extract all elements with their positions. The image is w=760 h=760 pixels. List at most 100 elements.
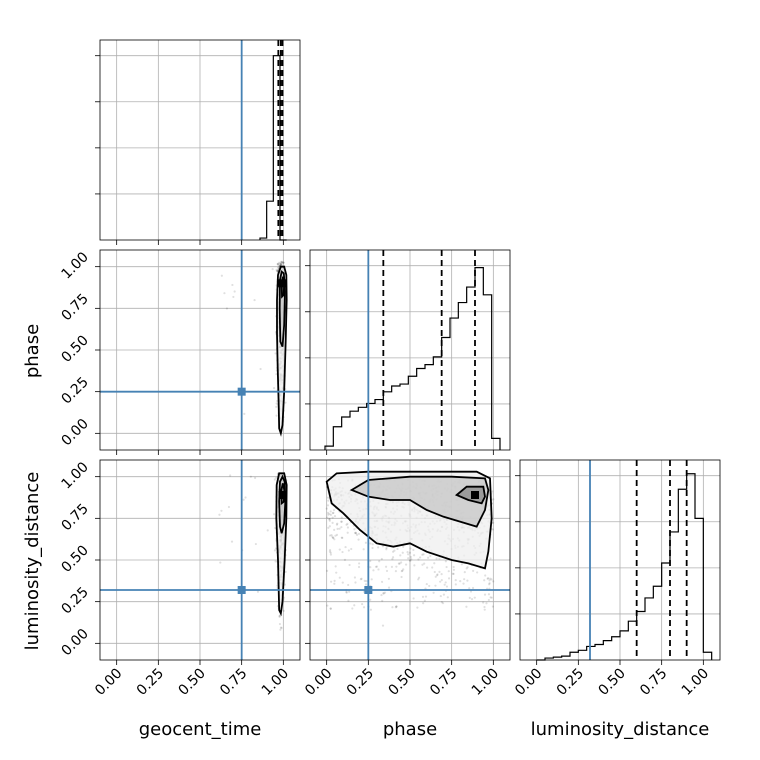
ytick-label-phase-4: 1.00 bbox=[58, 249, 91, 282]
sample-point bbox=[395, 605, 398, 608]
sample-point bbox=[275, 476, 278, 479]
hist-panel-luminosity_distance bbox=[515, 459, 721, 665]
sample-point bbox=[359, 578, 362, 581]
sample-point bbox=[400, 570, 403, 573]
sample-point bbox=[447, 570, 450, 573]
pair-inner-1 bbox=[100, 460, 300, 660]
sample-point bbox=[348, 590, 351, 593]
sample-point bbox=[227, 505, 231, 509]
peak-marker-2 bbox=[471, 491, 479, 499]
sample-point bbox=[275, 405, 278, 408]
sample-point bbox=[375, 565, 379, 568]
sample-point bbox=[230, 540, 234, 543]
sample-point bbox=[333, 538, 336, 541]
sample-point bbox=[470, 598, 474, 601]
sample-point bbox=[442, 593, 446, 596]
sample-point bbox=[275, 402, 278, 405]
sample-point bbox=[341, 536, 344, 539]
sample-point bbox=[439, 580, 442, 583]
sample-point bbox=[332, 536, 335, 539]
sample-point bbox=[466, 566, 469, 569]
sample-point bbox=[476, 571, 479, 574]
sample-point bbox=[447, 577, 451, 580]
sample-point bbox=[440, 578, 443, 582]
xtick-label-geocent_time-2: 0.50 bbox=[175, 666, 208, 699]
sample-point bbox=[454, 583, 457, 586]
sample-point bbox=[391, 550, 395, 553]
sample-point bbox=[338, 527, 341, 530]
sample-point bbox=[362, 606, 366, 609]
sample-point bbox=[327, 499, 330, 502]
xtick-label-luminosity_distance-4: 1.00 bbox=[679, 666, 712, 699]
sample-point bbox=[382, 592, 385, 595]
sample-point bbox=[328, 525, 331, 528]
sample-point bbox=[416, 606, 419, 609]
sample-point bbox=[446, 596, 449, 599]
sample-point bbox=[330, 580, 333, 583]
pair-inner-2 bbox=[310, 460, 510, 660]
sample-point bbox=[487, 598, 490, 602]
sample-point bbox=[364, 583, 368, 586]
xtick-label-geocent_time-4: 1.00 bbox=[259, 666, 292, 699]
sample-point bbox=[249, 475, 252, 478]
sample-point bbox=[462, 582, 465, 585]
sample-point bbox=[341, 581, 344, 584]
sample-point bbox=[486, 577, 489, 580]
sample-point bbox=[282, 261, 285, 264]
sample-point bbox=[432, 591, 435, 594]
sample-point bbox=[394, 606, 397, 609]
sample-point bbox=[328, 534, 332, 537]
sample-point bbox=[279, 628, 282, 631]
sample-point bbox=[421, 563, 424, 566]
sample-point bbox=[451, 572, 455, 575]
sample-point bbox=[325, 507, 328, 510]
sample-point bbox=[343, 558, 347, 561]
sample-point bbox=[218, 513, 221, 516]
xtick-label-luminosity_distance-3: 0.75 bbox=[637, 666, 670, 699]
sample-point bbox=[347, 599, 350, 602]
sample-point bbox=[278, 615, 281, 619]
sample-point bbox=[340, 520, 343, 523]
sample-point bbox=[340, 520, 343, 523]
sample-point bbox=[380, 557, 383, 561]
sample-point bbox=[381, 624, 385, 627]
sample-point bbox=[335, 571, 338, 574]
sample-point bbox=[463, 571, 466, 574]
sample-point bbox=[491, 605, 494, 608]
sample-point bbox=[380, 593, 383, 597]
hist-panel-geocent_time bbox=[95, 39, 301, 245]
sample-point bbox=[369, 559, 372, 563]
sample-point bbox=[332, 508, 336, 512]
sample-point bbox=[491, 490, 494, 493]
ylabel-phase: phase bbox=[22, 324, 43, 378]
sample-point bbox=[360, 577, 363, 580]
sample-point bbox=[393, 549, 396, 552]
sample-point bbox=[231, 283, 234, 287]
sample-point bbox=[225, 307, 229, 310]
sample-point bbox=[259, 367, 262, 371]
sample-point bbox=[280, 626, 283, 630]
sample-point bbox=[452, 568, 456, 571]
sample-point bbox=[328, 549, 332, 552]
xlabel-luminosity-distance: luminosity_distance bbox=[531, 719, 710, 740]
sample-point bbox=[482, 601, 485, 604]
sample-point bbox=[242, 498, 245, 501]
sample-point bbox=[281, 261, 284, 264]
contour-2-0 bbox=[325, 470, 493, 570]
sample-point bbox=[335, 523, 339, 526]
sample-point bbox=[468, 596, 471, 599]
sample-point bbox=[421, 553, 424, 556]
sample-point bbox=[423, 599, 426, 602]
sample-point bbox=[425, 582, 428, 586]
sample-point bbox=[279, 262, 282, 265]
sample-point bbox=[417, 558, 420, 561]
sample-point bbox=[417, 578, 420, 581]
sample-point bbox=[333, 582, 336, 585]
sample-point bbox=[466, 579, 469, 582]
sample-point bbox=[471, 586, 475, 590]
sample-point bbox=[357, 538, 360, 541]
sample-point bbox=[452, 572, 455, 576]
ytick-label-phase-3: 0.75 bbox=[58, 291, 91, 324]
xtick-label-luminosity_distance-0: 0.00 bbox=[512, 666, 545, 699]
contour-2-1 bbox=[349, 475, 490, 528]
